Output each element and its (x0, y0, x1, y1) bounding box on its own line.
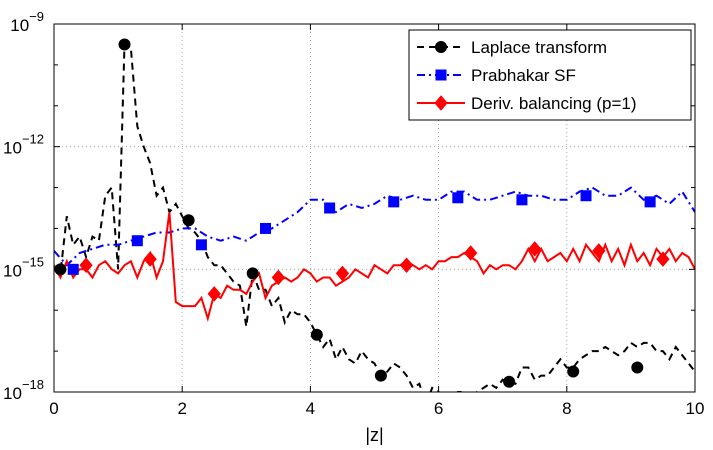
x-tick-label: 10 (686, 399, 705, 418)
data-point-prabhakar-sf (452, 192, 464, 204)
legend: Laplace transform Prabhakar SF Deriv. bala… (408, 29, 692, 121)
x-tick-label: 6 (434, 399, 443, 418)
data-point-laplace-transform (246, 267, 259, 280)
data-point-prabhakar-sf (388, 196, 400, 208)
plot-frame (53, 23, 696, 393)
data-point-prabhakar-sf (131, 235, 143, 247)
data-point-deriv-balancing-p-1 (528, 241, 542, 257)
data-point-prabhakar-sf (516, 194, 528, 206)
data-point-laplace-transform (631, 361, 644, 374)
data-point-prabhakar-sf (195, 239, 207, 251)
data-point-prabhakar-sf (67, 263, 79, 275)
data-point-laplace-transform (567, 365, 580, 378)
legend-label: Deriv. balancing (p=1) (471, 94, 637, 113)
data-point-deriv-balancing-p-1 (463, 245, 478, 261)
data-point-deriv-balancing-p-1 (143, 251, 157, 267)
legend-marker-prabhakar-sf (435, 69, 447, 81)
data-point-prabhakar-sf (260, 222, 272, 234)
legend-marker-deriv-balancing-p-1 (434, 95, 448, 111)
data-point-prabhakar-sf (644, 196, 656, 208)
grid (54, 24, 695, 392)
series-line-prabhakar-sf (54, 186, 695, 267)
data-point-laplace-transform (310, 328, 323, 341)
y-tick-label: 10−15 (3, 254, 44, 280)
data-point-deriv-balancing-p-1 (656, 251, 670, 267)
data-point-laplace-transform (374, 369, 387, 382)
data-point-deriv-balancing-p-1 (207, 286, 221, 302)
data-point-deriv-balancing-p-1 (592, 243, 606, 259)
legend-label: Laplace transform (471, 38, 607, 57)
data-point-deriv-balancing-p-1 (271, 269, 286, 286)
axes: 0 2 4 6 8 10 10−18 10−15 10−12 10−9 (3, 9, 704, 418)
y-tick-label: 10−12 (3, 132, 44, 158)
data-point-prabhakar-sf (324, 202, 336, 214)
data-point-laplace-transform (182, 214, 195, 227)
series-line-deriv-balancing-p-1 (54, 211, 695, 322)
series-group (54, 42, 695, 392)
series-line-laplace-transform (54, 42, 695, 392)
x-axis-label: |z| (365, 425, 383, 445)
legend-label: Prabhakar SF (471, 66, 576, 85)
data-point-deriv-balancing-p-1 (79, 257, 93, 274)
x-tick-label: 2 (177, 399, 186, 418)
data-point-laplace-transform (503, 375, 516, 388)
y-tick-label: 10−9 (10, 9, 44, 35)
marker-group (54, 38, 670, 388)
y-tick-label: 10−18 (3, 377, 44, 403)
data-point-deriv-balancing-p-1 (399, 257, 414, 274)
x-tick-label: 0 (49, 399, 58, 418)
data-point-prabhakar-sf (580, 190, 592, 202)
legend-marker-laplace-transform (435, 41, 447, 53)
data-point-deriv-balancing-p-1 (335, 265, 350, 282)
data-point-laplace-transform (118, 38, 131, 51)
x-tick-label: 8 (562, 399, 571, 418)
x-tick-label: 4 (306, 399, 315, 418)
